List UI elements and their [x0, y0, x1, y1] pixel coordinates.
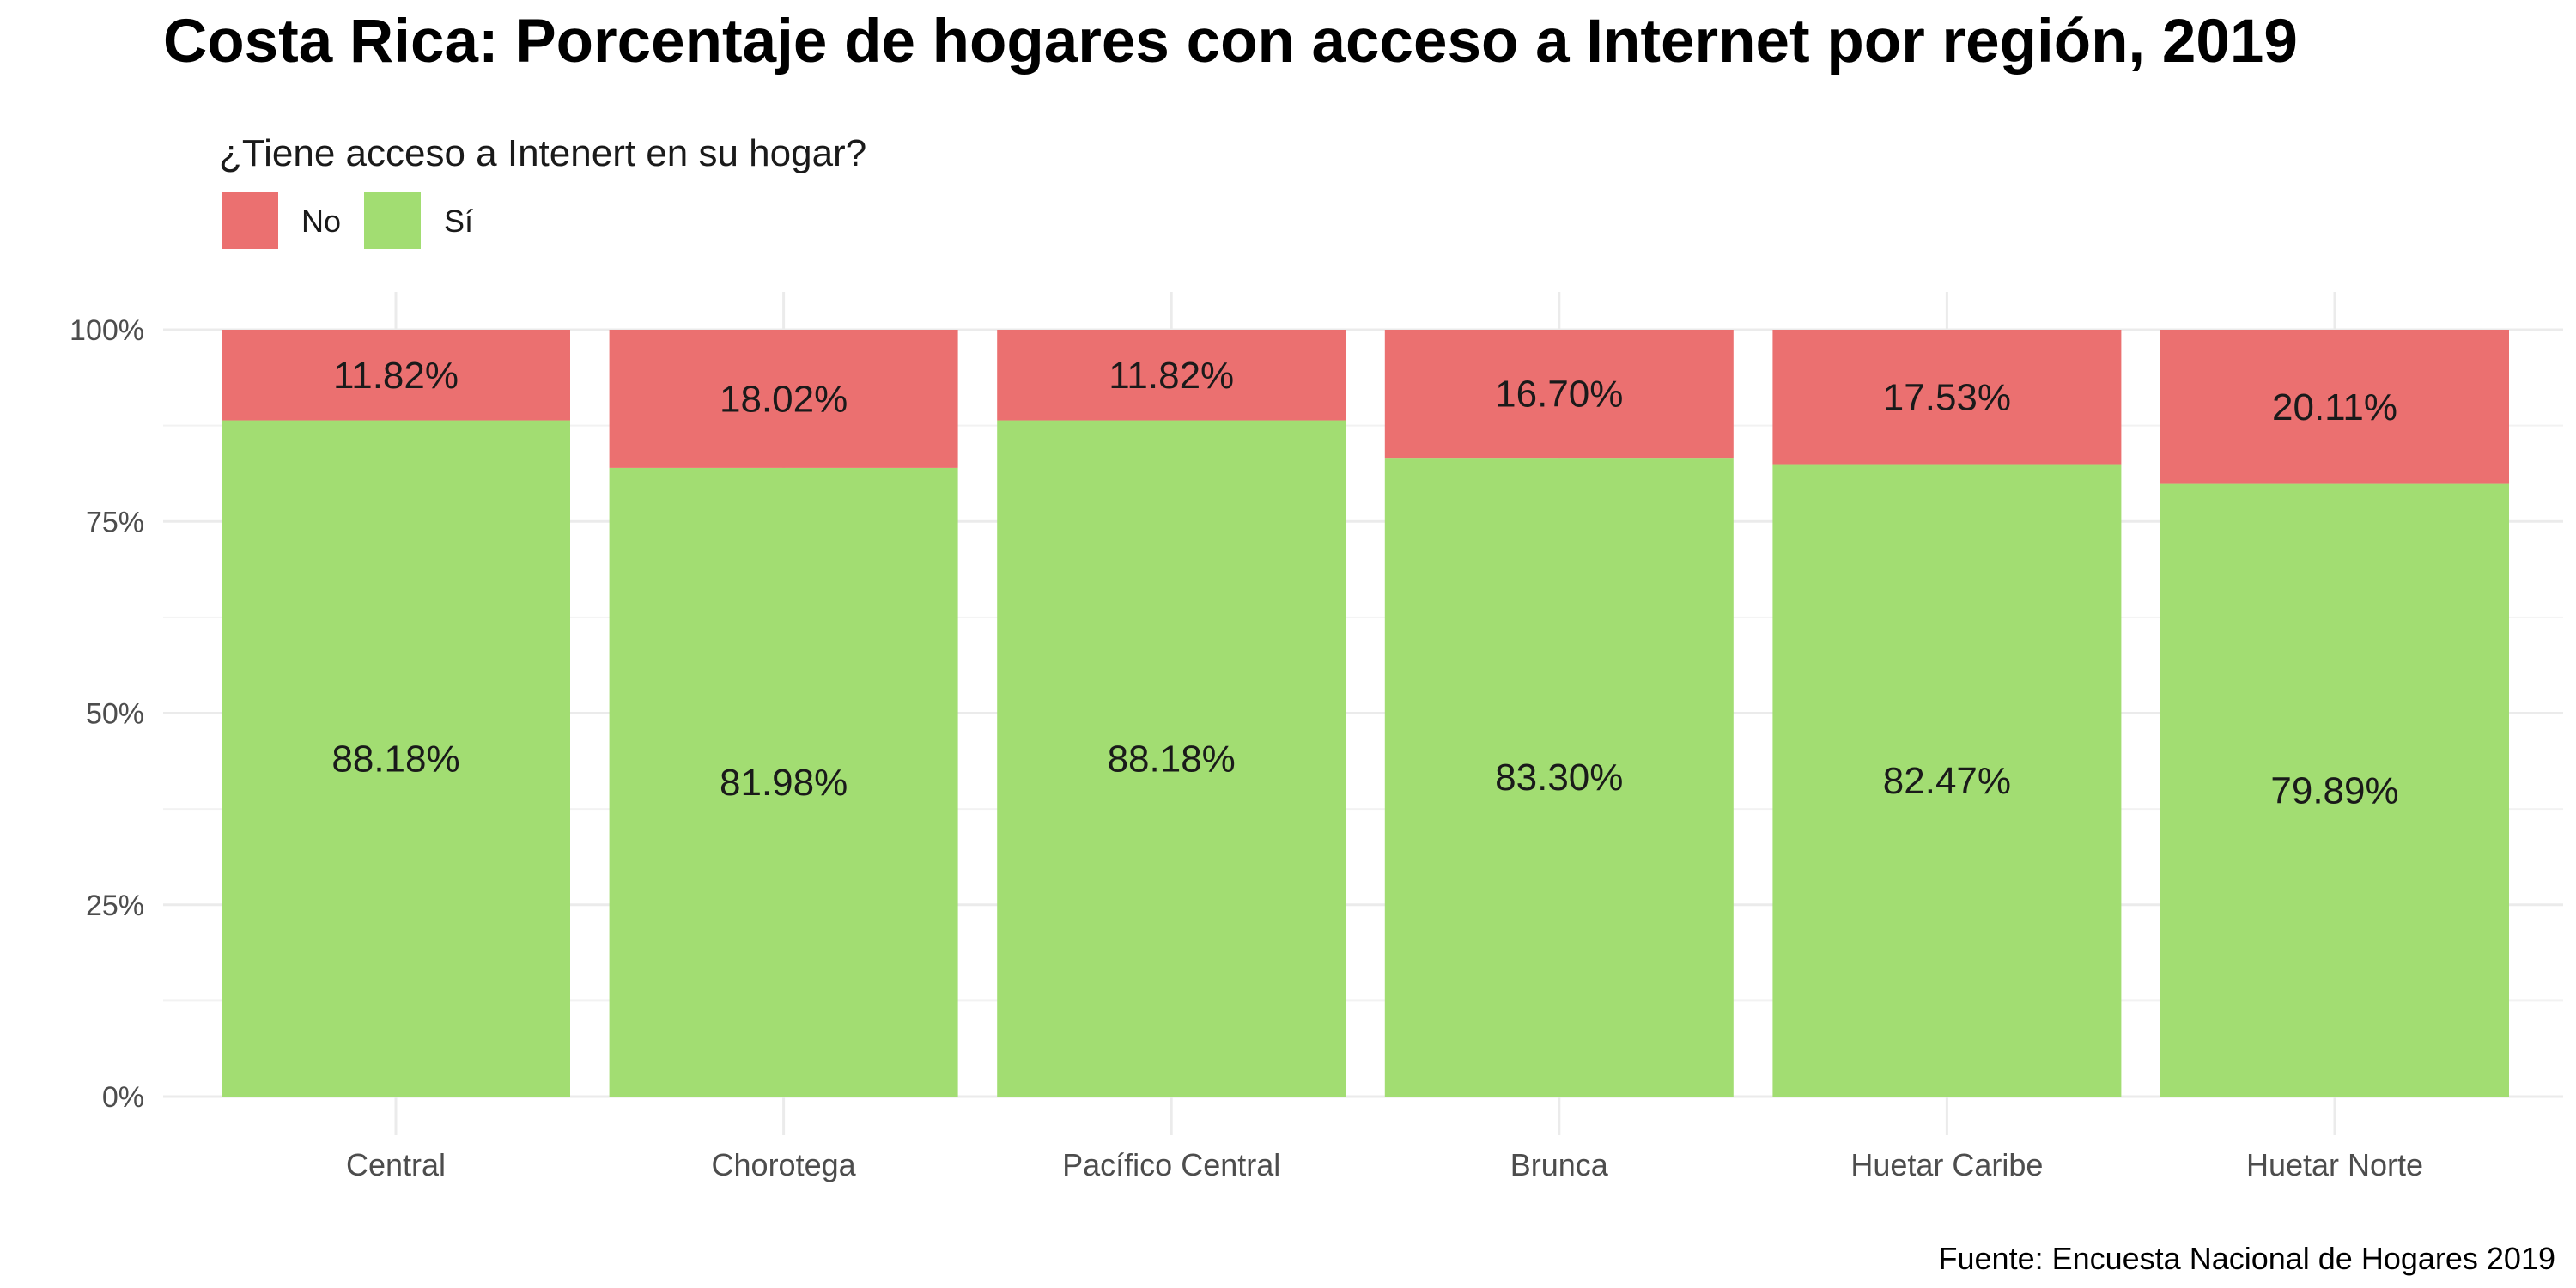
x-category-label: Central [346, 1147, 446, 1182]
bar-no [609, 330, 958, 468]
legend-label-si: Sí [444, 204, 473, 239]
x-category-label: Huetar Caribe [1850, 1147, 2043, 1182]
data-label-si: 82.47% [1883, 760, 2011, 802]
bar-no [997, 330, 1346, 421]
x-category-label: Pacífico Central [1062, 1147, 1280, 1182]
data-label-si: 79.89% [2270, 769, 2398, 811]
caption: Fuente: Encuesta Nacional de Hogares 201… [1939, 1241, 2555, 1276]
legend-label-no: No [301, 204, 341, 239]
data-label-no: 18.02% [720, 378, 848, 420]
bar-si [1384, 458, 1734, 1097]
bars [222, 330, 2509, 1097]
data-labels: 88.18% 11.82% 81.98% 18.02% 88.18% 11.82% 83.3… [331, 355, 2398, 812]
legend-title: ¿Tiene acceso a Intenert en su hogar? [219, 132, 866, 174]
data-label-si: 88.18% [1108, 738, 1236, 780]
x-axis: Central Chorotega Pacífico Central Brunca Hu… [346, 1147, 2423, 1182]
bar-no [1384, 330, 1734, 459]
bar-no [1772, 330, 2122, 465]
y-tick-label: 100% [70, 314, 144, 347]
data-label-si: 88.18% [331, 738, 459, 780]
data-label-no: 11.82% [333, 355, 459, 397]
x-category-label: Huetar Norte [2246, 1147, 2423, 1182]
data-label-no: 16.70% [1495, 374, 1623, 416]
y-axis: 0% 25% 50% 75% 100% [70, 314, 144, 1114]
y-tick-label: 75% [86, 506, 144, 538]
y-tick-label: 0% [102, 1081, 144, 1114]
data-label-no: 11.82% [1109, 355, 1234, 397]
bar-no [222, 330, 570, 421]
legend-swatch-si [364, 192, 421, 249]
chart-title: Costa Rica: Porcentaje de hogares con ac… [163, 8, 2298, 76]
legend-swatch-no [222, 192, 278, 249]
data-label-no: 20.11% [2272, 386, 2397, 428]
bar-si [2160, 483, 2509, 1097]
x-category-label: Brunca [1510, 1147, 1609, 1182]
bar-no [2160, 330, 2509, 484]
bar-si [222, 420, 570, 1097]
legend: ¿Tiene acceso a Intenert en su hogar? No… [219, 132, 866, 249]
bar-si [609, 467, 958, 1097]
bar-si [997, 420, 1346, 1097]
data-label-si: 83.30% [1495, 756, 1623, 799]
data-label-si: 81.98% [720, 762, 848, 804]
y-tick-label: 25% [86, 890, 144, 922]
bar-si [1772, 464, 2122, 1097]
y-tick-label: 50% [86, 698, 144, 731]
data-label-no: 17.53% [1883, 376, 2011, 418]
x-category-label: Chorotega [712, 1147, 857, 1182]
